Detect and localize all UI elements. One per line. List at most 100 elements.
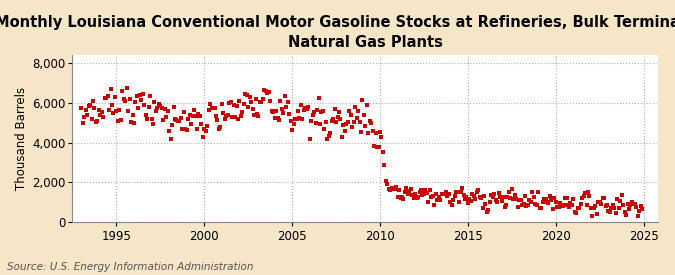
- Point: [348, 120, 359, 124]
- Point: [290, 117, 300, 121]
- Point: [458, 193, 469, 197]
- Point: [367, 129, 378, 133]
- Point: [247, 107, 258, 111]
- Point: [337, 134, 348, 139]
- Point: [228, 103, 239, 107]
- Point: [529, 195, 539, 200]
- Point: [331, 120, 342, 124]
- Point: [554, 204, 564, 209]
- Point: [193, 112, 204, 116]
- Point: [628, 202, 639, 207]
- Point: [333, 109, 344, 114]
- Point: [543, 201, 554, 205]
- Point: [521, 204, 532, 208]
- Point: [221, 114, 232, 119]
- Point: [122, 86, 132, 90]
- Point: [182, 128, 192, 132]
- Point: [205, 102, 215, 106]
- Point: [366, 121, 377, 125]
- Point: [601, 203, 612, 207]
- Point: [527, 189, 538, 194]
- Point: [254, 100, 265, 104]
- Point: [408, 196, 419, 200]
- Point: [497, 195, 508, 199]
- Point: [184, 113, 195, 117]
- Point: [203, 108, 214, 112]
- Point: [584, 194, 595, 199]
- Point: [533, 190, 543, 194]
- Point: [92, 119, 103, 123]
- Point: [416, 188, 427, 192]
- Point: [492, 199, 503, 204]
- Point: [190, 114, 201, 119]
- Point: [471, 190, 482, 194]
- Point: [516, 203, 527, 207]
- Point: [402, 192, 413, 196]
- Point: [566, 203, 577, 207]
- Point: [358, 113, 369, 117]
- Point: [346, 113, 356, 117]
- Point: [472, 188, 483, 192]
- Point: [234, 98, 245, 103]
- Point: [594, 200, 605, 204]
- Point: [306, 119, 317, 123]
- Point: [315, 122, 325, 127]
- Point: [547, 207, 558, 211]
- Point: [144, 94, 155, 98]
- Point: [531, 203, 542, 207]
- Point: [593, 200, 603, 204]
- Point: [273, 117, 284, 122]
- Point: [578, 194, 589, 199]
- Point: [525, 200, 536, 204]
- Point: [383, 187, 394, 191]
- Point: [158, 117, 169, 122]
- Point: [142, 117, 153, 122]
- Point: [414, 190, 425, 194]
- Point: [541, 200, 552, 205]
- Point: [277, 107, 288, 111]
- Point: [312, 108, 323, 112]
- Point: [109, 95, 120, 100]
- Point: [248, 112, 259, 117]
- Point: [417, 193, 428, 197]
- Point: [162, 108, 173, 113]
- Point: [454, 199, 464, 204]
- Point: [616, 193, 627, 198]
- Point: [97, 109, 107, 114]
- Point: [266, 109, 277, 114]
- Point: [168, 105, 179, 109]
- Point: [361, 103, 372, 108]
- Point: [356, 130, 367, 134]
- Point: [86, 117, 97, 121]
- Point: [212, 118, 223, 123]
- Point: [585, 206, 596, 210]
- Point: [490, 198, 501, 202]
- Point: [231, 104, 242, 108]
- Point: [443, 191, 454, 196]
- Point: [284, 112, 294, 116]
- Point: [466, 199, 477, 203]
- Point: [562, 195, 573, 200]
- Point: [102, 94, 113, 98]
- Point: [300, 105, 310, 110]
- Point: [256, 100, 267, 104]
- Point: [129, 121, 140, 125]
- Point: [217, 101, 227, 106]
- Point: [464, 197, 475, 201]
- Point: [522, 203, 533, 208]
- Point: [167, 122, 178, 127]
- Point: [117, 89, 128, 93]
- Point: [169, 117, 180, 121]
- Point: [485, 199, 495, 204]
- Point: [218, 111, 229, 115]
- Point: [78, 121, 88, 125]
- Point: [612, 197, 622, 202]
- Point: [227, 115, 238, 119]
- Point: [437, 191, 448, 196]
- Point: [113, 119, 124, 123]
- Point: [446, 203, 457, 207]
- Point: [329, 106, 340, 111]
- Point: [317, 109, 328, 114]
- Point: [99, 95, 110, 100]
- Point: [322, 136, 333, 141]
